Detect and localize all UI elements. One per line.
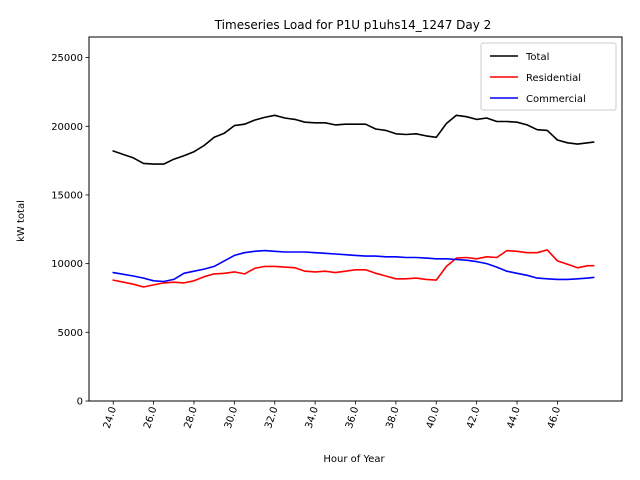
legend-label-total: Total [525,52,549,63]
y-axis-title: kW total [16,200,27,242]
series-line-residential [112,249,595,288]
y-tick-label: 10000 [51,259,83,270]
y-tick-label: 15000 [51,190,83,201]
series-line-commercial [112,249,595,283]
legend-box [480,42,617,111]
y-tick-label: 25000 [51,53,83,64]
legend-label-residential: Residential [526,73,581,84]
y-tick-label: 0 [77,397,83,408]
legend: Total Residential Commercial [480,42,617,111]
series-lines [112,114,595,288]
y-tick-label: 5000 [58,328,83,339]
legend-label-commercial: Commercial [526,94,586,105]
x-axis-title: Hour of Year [323,454,385,465]
chart-title: Timeseries Load for P1U p1uhs14_1247 Day… [214,18,492,32]
axes-frame [88,36,623,402]
y-tick-label: 20000 [51,122,83,133]
series-line-total [112,114,595,165]
y-axis-ticks: 0 5000 10000 15000 20000 25000 [51,53,89,408]
